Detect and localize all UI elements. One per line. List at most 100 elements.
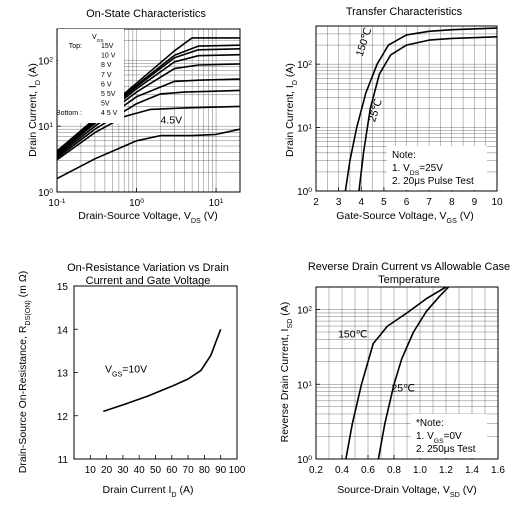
text-run: 10 — [297, 60, 309, 71]
chart-title: Reverse Drain Current vs Allowable Case — [308, 261, 510, 273]
text-run: 6 — [404, 197, 410, 208]
x-axis-label: Gate-Source Voltage, VGS (V) — [336, 210, 474, 225]
text-run: (V) — [460, 484, 477, 496]
chart-title: Transfer Characteristics — [346, 6, 463, 18]
x-tick-label: 100 — [229, 465, 246, 476]
text-run: (A) — [284, 63, 296, 80]
legend-row-value: 5 5V — [101, 91, 116, 98]
plot-frame — [315, 286, 499, 460]
series-line-1 — [56, 37, 240, 152]
text-run: 30 — [117, 465, 129, 476]
x-tick-label: 8 — [449, 197, 455, 208]
x-tick-label: 9 — [472, 197, 478, 208]
text-run: 9 — [472, 197, 478, 208]
text-run: 4 — [358, 197, 364, 208]
series-label: 25℃ — [366, 97, 385, 123]
chart-panel-4: 0.2 0.4 0.6 0.8 1.0 1.2 1.4 1.6100101102Reverse… — [279, 261, 510, 499]
text-run: (A) — [27, 63, 39, 80]
x-tick-label: 5 — [381, 197, 387, 208]
text-run: 5V — [101, 101, 110, 108]
text-run: =10V — [122, 364, 147, 376]
x-tick-label: 30 — [117, 465, 129, 476]
series-line-1 — [344, 27, 498, 192]
text-run: 7 V — [101, 72, 112, 79]
y-tick-label: 100 — [297, 187, 312, 199]
text-run: Drain Current, I — [27, 85, 39, 157]
text-run: 10 — [297, 380, 309, 391]
legend-row-value: 7 V — [101, 72, 112, 79]
chart-title: Current and Gate Voltage — [86, 275, 211, 287]
text-run: 5 — [381, 197, 387, 208]
y-axis-label: Drain Current, ID (A) — [27, 63, 42, 157]
note-title: *Note: — [416, 418, 444, 429]
y-tick-label: 101 — [38, 122, 53, 134]
text-run: 1. V — [392, 163, 410, 174]
x-tick-label: 40 — [134, 465, 146, 476]
x-axis-label: Drain-Source Voltage, VDS (V) — [78, 210, 217, 225]
superscript: 2 — [308, 305, 312, 312]
series-label: VGS=10V — [105, 364, 147, 379]
text-run: 10 V — [101, 53, 116, 60]
subscript: DS — [410, 170, 420, 177]
x-tick-label: 0.4 — [335, 465, 349, 476]
x-tick-label: 20 — [101, 465, 113, 476]
text-run: 150℃ — [338, 329, 368, 341]
x-tick-label: 7 — [426, 197, 432, 208]
series-line-2 — [358, 36, 498, 192]
x-tick-label: 1.0 — [413, 465, 427, 476]
superscript: -1 — [60, 198, 66, 205]
text-run: 1.2 — [439, 465, 453, 476]
text-run: 14 — [57, 325, 69, 336]
text-run: 150℃ — [354, 26, 375, 58]
series-line-7 — [56, 89, 241, 159]
text-run: 0.8 — [387, 465, 401, 476]
superscript: 0 — [140, 198, 144, 205]
x-tick-label: 1.6 — [491, 465, 505, 476]
text-run: =25V — [419, 163, 443, 174]
text-run: V — [92, 34, 97, 41]
text-run: 4 5 V — [101, 110, 118, 117]
curve-annotation: 4.5V — [160, 114, 182, 126]
series-label: 25℃ — [391, 382, 415, 394]
text-run: Temperature — [378, 274, 440, 286]
text-run: 8 V — [101, 62, 112, 69]
subscript: D — [171, 491, 176, 499]
legend-row-value: 5V — [101, 101, 110, 108]
series-line-6 — [56, 78, 241, 157]
text-run: (A) — [279, 302, 291, 319]
text-run: 100 — [229, 465, 246, 476]
legend-row-value: 10 V — [101, 53, 116, 60]
x-tick-label: 0.2 — [309, 465, 323, 476]
text-run: Reverse Drain Current vs Allowable Case — [308, 261, 510, 273]
text-run: 11 — [58, 455, 69, 466]
x-tick-label: 3 — [336, 197, 342, 208]
text-run: 1.6 — [491, 465, 505, 476]
x-tick-label: 80 — [199, 465, 211, 476]
superscript: 1 — [308, 123, 312, 130]
subscript: D — [291, 80, 299, 85]
subscript: DS — [191, 217, 201, 225]
text-run: (V) — [201, 210, 218, 222]
text-run: 10 — [491, 197, 503, 208]
x-axis-label: Drain Current ID (A) — [103, 484, 194, 499]
text-run: 10 — [209, 198, 221, 209]
text-run: 2. 250μs Test — [416, 444, 476, 455]
chart-title: On-State Characteristics — [86, 8, 206, 20]
text-run: 12 — [57, 412, 69, 423]
text-run: 1.0 — [413, 465, 427, 476]
text-run: 10 — [38, 122, 50, 133]
legend-row-value: 8 V — [101, 62, 112, 69]
note-line: 2. 20μs Pulse Test — [392, 176, 474, 187]
legend-row-label: Top: — [69, 43, 82, 50]
y-tick-label: 14 — [57, 325, 69, 336]
series-line-9 — [56, 128, 241, 180]
text-run: 10 — [38, 188, 50, 199]
superscript: 2 — [49, 56, 53, 63]
x-tick-label: 0.8 — [387, 465, 401, 476]
x-tick-label: 50 — [150, 465, 162, 476]
series-line-3 — [56, 48, 241, 154]
text-run: 4.5V — [160, 114, 182, 126]
series-line-1 — [345, 286, 447, 460]
subscript: SD — [286, 319, 294, 329]
